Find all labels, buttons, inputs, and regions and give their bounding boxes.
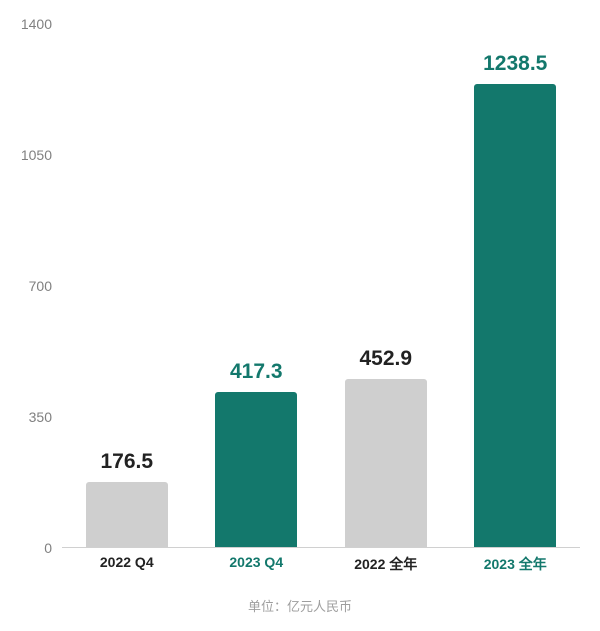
bar-slot: 417.3 — [192, 24, 321, 548]
bar-value-label: 176.5 — [100, 450, 153, 482]
x-axis-label: 2022 全年 — [321, 554, 450, 574]
y-tick-label: 0 — [44, 540, 62, 556]
bar-slot: 176.5 — [62, 24, 191, 548]
y-tick-label: 700 — [29, 278, 62, 294]
bar: 1238.5 — [474, 84, 556, 548]
bars-row: 176.5 417.3 452.9 1238.5 — [62, 24, 580, 548]
bar: 417.3 — [215, 392, 297, 548]
bar: 176.5 — [86, 482, 168, 548]
bar-value-label: 417.3 — [230, 360, 283, 392]
bar-slot: 1238.5 — [451, 24, 580, 548]
x-axis-labels: 2022 Q42023 Q42022 全年2023 全年 — [62, 554, 580, 574]
bar-slot: 452.9 — [321, 24, 450, 548]
plot-area: 176.5417.3452.91238.5 035070010501400 — [62, 24, 580, 548]
x-axis-label: 2022 Q4 — [62, 554, 191, 574]
y-tick-label: 350 — [29, 409, 62, 425]
bar: 452.9 — [345, 379, 427, 549]
bar-chart: 176.5 417.3 452.9 1238.5 0 350 700 1050 1400 20… — [0, 0, 600, 631]
bar-value-label: 1238.5 — [483, 52, 547, 84]
y-tick-label: 1400 — [21, 16, 62, 32]
x-axis-line — [62, 547, 580, 548]
x-axis-label: 2023 Q4 — [192, 554, 321, 574]
y-tick-label: 1050 — [21, 147, 62, 163]
unit-caption: 单位：亿元人民币 — [0, 596, 600, 615]
x-axis-label: 2023 全年 — [451, 554, 580, 574]
bar-value-label: 452.9 — [359, 347, 412, 379]
